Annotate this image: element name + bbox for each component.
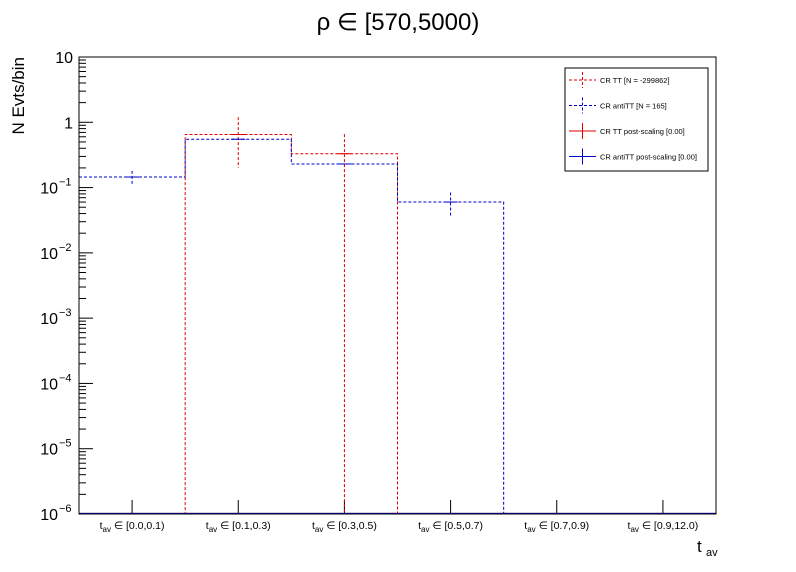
y-tick-label-exponent: −4 (59, 372, 72, 384)
y-tick-label-base: 10 (55, 50, 73, 67)
y-axis-label: N Evts/bin (9, 57, 28, 134)
y-tick-label: 10 −4 (40, 372, 71, 393)
x-axis-label-sub: av (706, 547, 718, 559)
y-tick-label: 10 −5 (40, 438, 71, 459)
y-tick-label-base: 10 (40, 507, 58, 524)
y-tick-label: 10 −3 (40, 307, 71, 328)
y-tick-label: 10 (55, 50, 73, 67)
y-tick-label-base: 10 (40, 246, 58, 263)
y-tick-label: 10 −6 (40, 503, 71, 524)
y-tick-label-base: 10 (40, 181, 58, 198)
y-tick-label: 10 −1 (40, 177, 71, 198)
y-tick-label-base: 1 (64, 115, 73, 132)
x-tick-label: tav ∈ [0.5,0.7) (418, 520, 483, 534)
y-tick-label-exponent: −5 (59, 438, 72, 450)
x-tick-label: tav ∈ [0.1,0.3) (206, 520, 271, 534)
y-tick-label-base: 10 (40, 311, 58, 328)
legend-entry: CR TT post-scaling [0.00] (600, 127, 685, 136)
y-tick-label: 1 (64, 115, 73, 132)
y-tick-label-exponent: −2 (59, 242, 72, 254)
y-tick-label-base: 10 (40, 442, 58, 459)
x-tick-label: tav ∈ [0.9,12.0) (628, 520, 699, 534)
plot-frame (78, 56, 717, 515)
x-tick-label: tav ∈ [0.3,0.5) (312, 520, 377, 534)
legend: CR TT [N = -299862] CR antiTT [N = 165] CR… (564, 67, 709, 172)
x-axis-label: t av (697, 537, 718, 559)
y-tick-label-exponent: −1 (59, 177, 72, 189)
y-tick-label-exponent: −3 (59, 307, 72, 319)
x-tick-label: tav ∈ [0.7,0.9) (524, 520, 589, 534)
x-axis-label-text: t (697, 537, 702, 556)
y-tick-label-base: 10 (40, 376, 58, 393)
legend-entry: CR antiTT [N = 165] (600, 102, 667, 111)
legend-box (564, 67, 709, 172)
chart-title: ρ ∈ [570,5000) (317, 9, 480, 36)
legend-entry: CR antiTT post-scaling [0.00] (600, 153, 697, 162)
x-tick-label: tav ∈ [0.0,0.1) (100, 520, 165, 534)
y-tick-label: 10 −2 (40, 242, 71, 263)
y-tick-label-exponent: −6 (59, 503, 72, 515)
x-axis: tav ∈ [0.0,0.1) tav ∈ [0.1,0.3) tav ∈ [0.3… (100, 500, 699, 534)
legend-entry: CR TT [N = -299862] (600, 76, 670, 85)
